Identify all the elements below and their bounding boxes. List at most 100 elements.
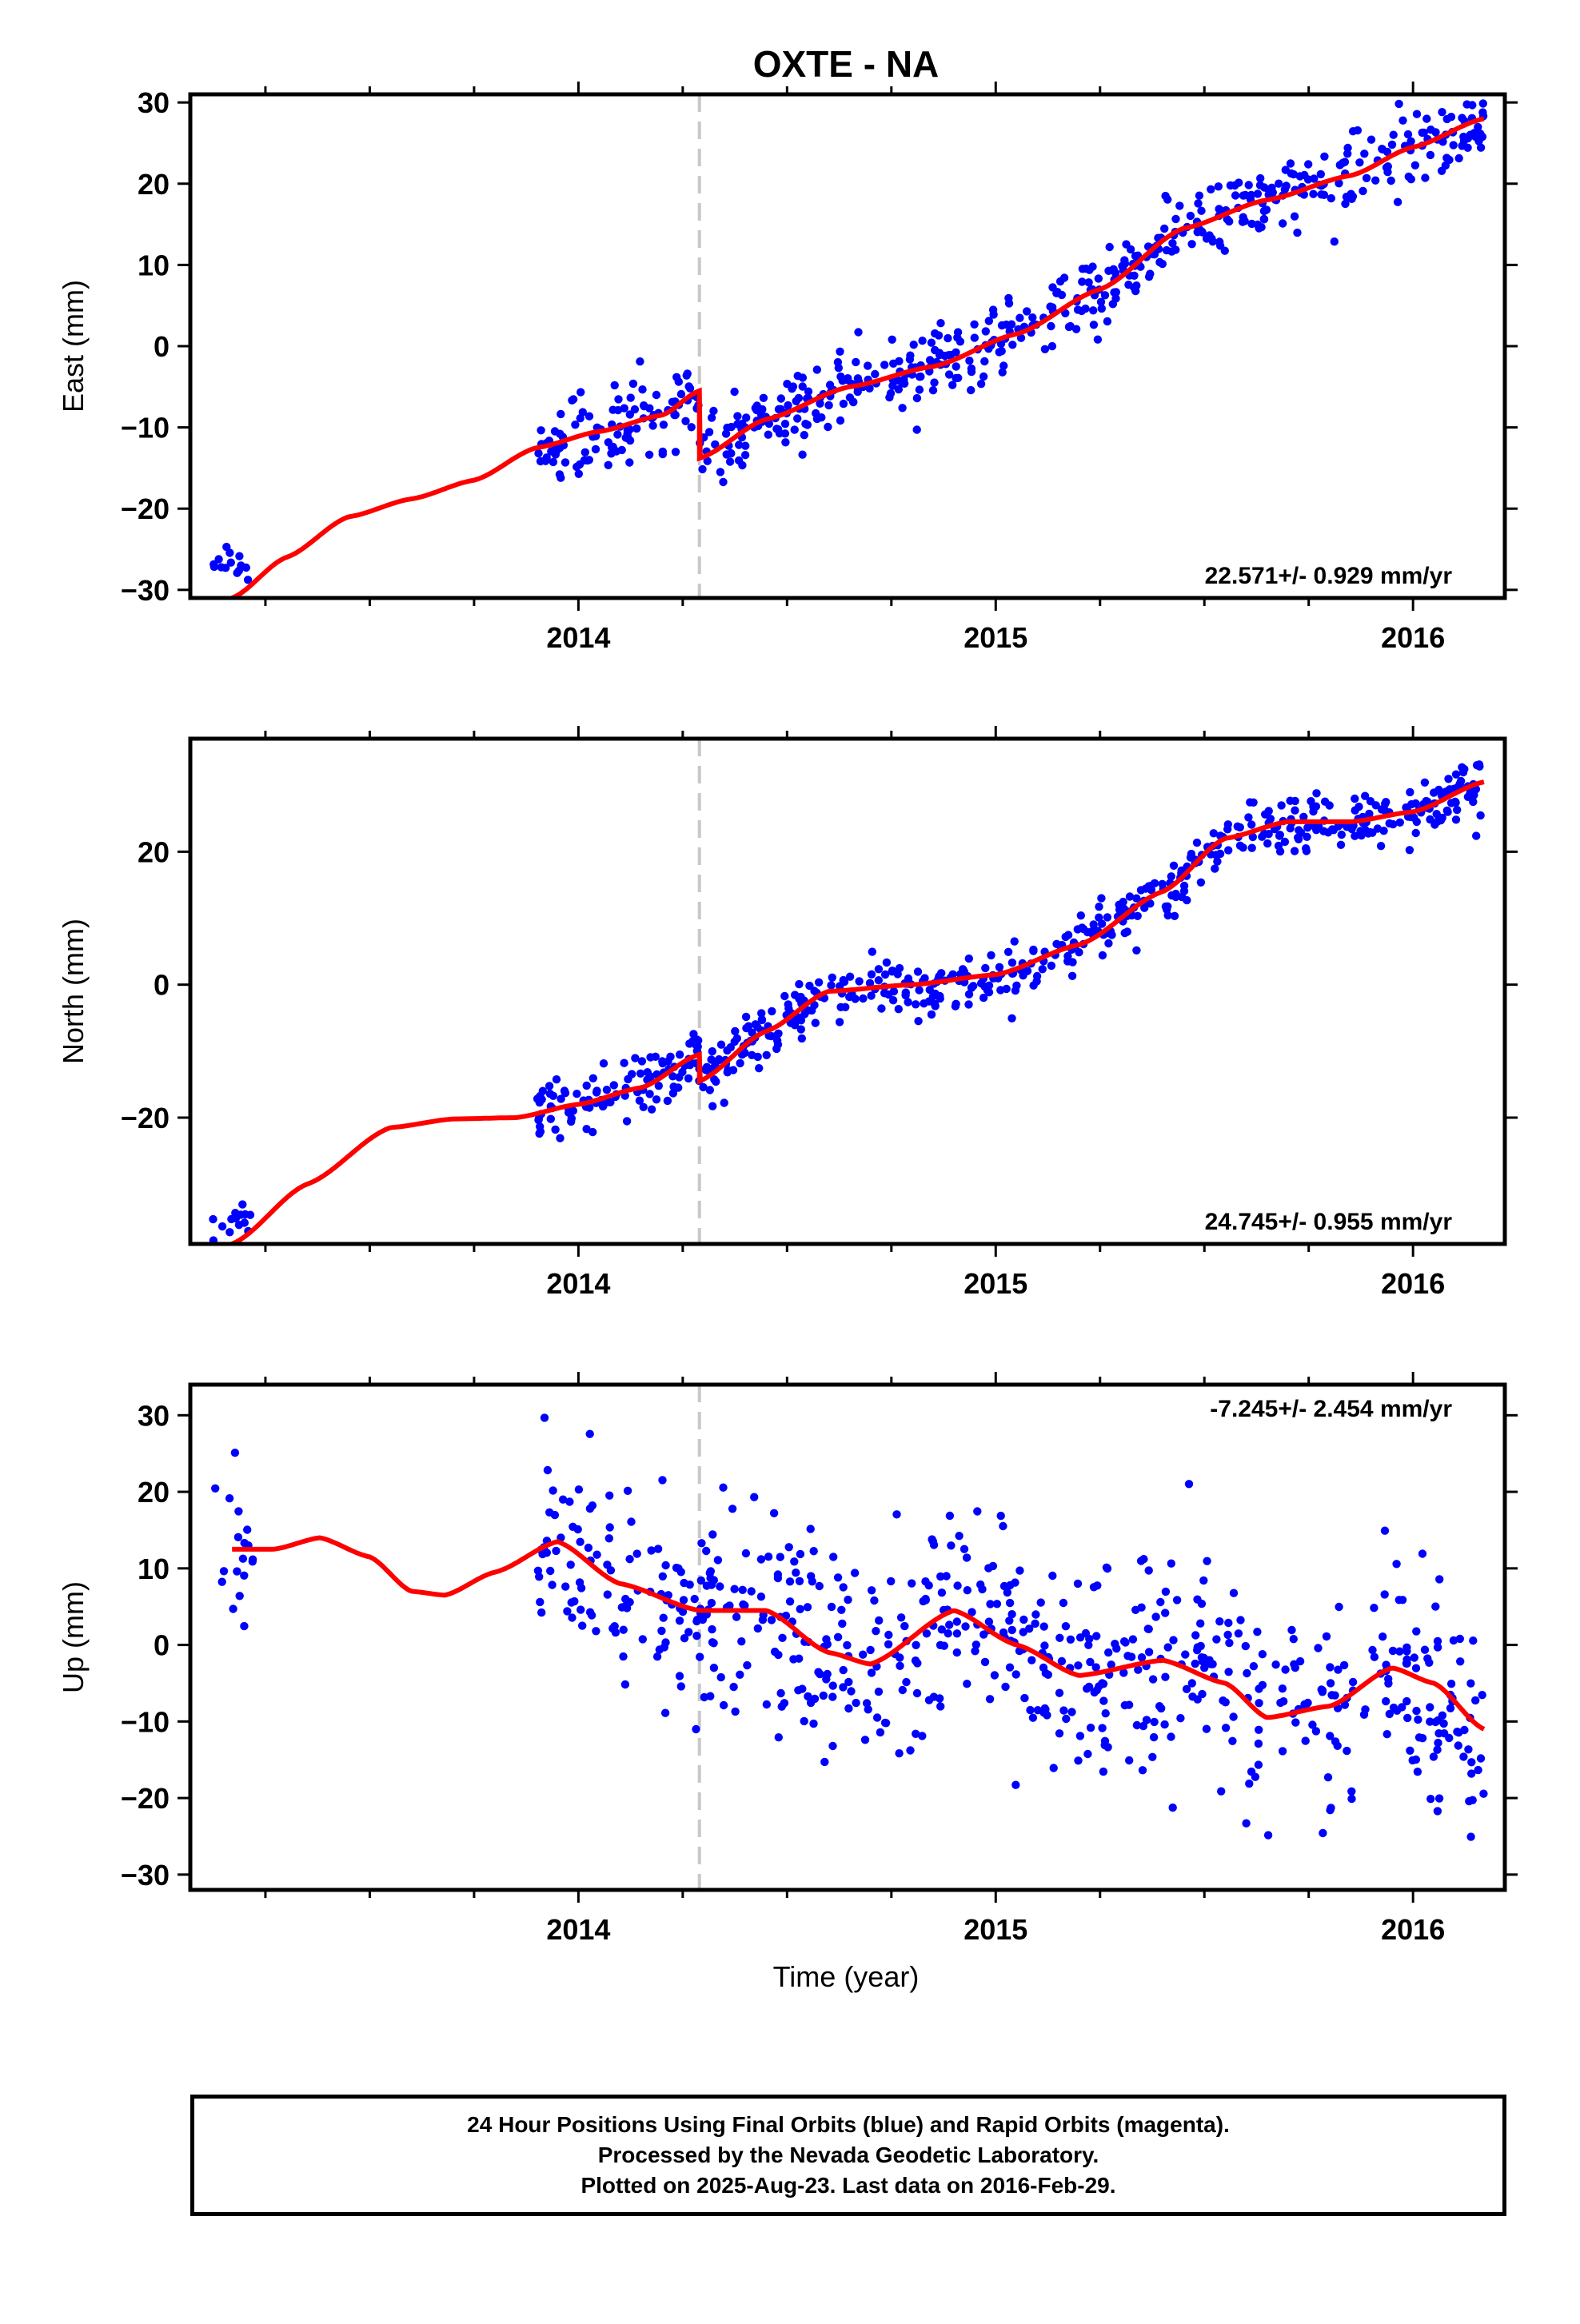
data-point <box>1323 1773 1333 1782</box>
data-point <box>707 413 716 422</box>
data-point <box>1243 1668 1251 1678</box>
data-point <box>1007 1625 1016 1635</box>
data-point <box>1347 1794 1356 1804</box>
data-point <box>762 1700 771 1709</box>
data-point <box>1359 1710 1369 1719</box>
data-point <box>225 1228 234 1237</box>
data-point <box>1382 798 1390 807</box>
data-point <box>1263 839 1272 848</box>
data-point <box>984 988 994 997</box>
data-point <box>971 1647 980 1656</box>
data-point <box>828 973 837 983</box>
data-point <box>1303 1699 1311 1708</box>
data-point <box>1462 100 1471 109</box>
data-point <box>1029 945 1038 955</box>
data-point <box>1047 321 1055 331</box>
data-point <box>867 1586 876 1595</box>
x-tick-label: 2016 <box>1381 621 1445 654</box>
data-point <box>1379 1632 1387 1641</box>
data-point <box>1095 903 1103 911</box>
y-tick-label: −20 <box>121 492 170 525</box>
data-point <box>894 385 904 394</box>
data-point <box>828 1692 837 1701</box>
data-point <box>1196 878 1206 887</box>
data-point <box>1293 228 1302 237</box>
data-point <box>1186 853 1195 862</box>
data-points <box>209 99 1488 584</box>
north-panel: 2014 2015 2016 −20 0 20 North (mm) 24.745+/- 0.… <box>57 726 1518 1300</box>
data-point <box>672 373 681 381</box>
data-point <box>1089 306 1098 315</box>
data-point <box>684 1074 693 1083</box>
data-point <box>619 1625 628 1634</box>
data-point <box>1410 1653 1419 1662</box>
data-point <box>1031 1619 1039 1628</box>
data-point <box>1256 173 1265 183</box>
data-point <box>620 1058 628 1067</box>
data-point <box>1299 812 1308 821</box>
data-point <box>1471 1696 1480 1705</box>
data-point <box>841 1003 850 1012</box>
data-point <box>773 1573 783 1583</box>
data-point <box>912 393 922 403</box>
data-point <box>584 1543 593 1553</box>
fit-curve <box>230 779 1485 1244</box>
data-point <box>1158 259 1167 269</box>
data-point <box>660 1708 670 1717</box>
data-point <box>894 1005 904 1014</box>
data-point <box>807 1572 816 1581</box>
data-point <box>1438 138 1447 146</box>
data-point <box>1040 1641 1049 1650</box>
data-point <box>1055 1729 1064 1738</box>
y-tick-label: 30 <box>138 1399 170 1432</box>
data-point <box>240 1571 249 1581</box>
data-point <box>1097 919 1107 928</box>
data-point <box>1478 99 1488 108</box>
data-point <box>748 1050 756 1060</box>
y-tick-label: −20 <box>121 1102 170 1134</box>
data-point <box>740 1601 749 1610</box>
data-point <box>1275 179 1283 188</box>
data-point <box>800 431 808 440</box>
data-point <box>605 1491 614 1500</box>
data-point <box>1433 1807 1442 1816</box>
data-point <box>962 1553 972 1562</box>
data-point <box>876 1728 885 1737</box>
data-point <box>1031 1610 1040 1619</box>
data-point <box>692 1616 701 1626</box>
data-point <box>1449 1636 1458 1645</box>
data-point <box>927 338 936 347</box>
data-point <box>716 1672 725 1682</box>
data-point <box>235 552 244 560</box>
data-point <box>563 1607 572 1616</box>
data-point <box>937 1589 947 1597</box>
data-point <box>1097 894 1106 903</box>
data-point <box>1015 1566 1024 1575</box>
data-point <box>814 1668 823 1676</box>
data-point <box>809 1547 818 1556</box>
data-point <box>685 1061 695 1070</box>
data-point <box>620 1680 630 1689</box>
data-point <box>1454 153 1463 163</box>
data-point <box>708 1530 717 1539</box>
data-point <box>1039 1622 1048 1631</box>
data-point <box>898 404 907 413</box>
data-point <box>850 1569 860 1577</box>
data-point <box>1300 170 1309 180</box>
data-point <box>209 1214 217 1224</box>
data-point <box>796 1604 804 1614</box>
data-point <box>576 1537 585 1546</box>
data-point <box>708 1102 717 1110</box>
data-point <box>999 1628 1008 1637</box>
data-point <box>767 1616 776 1624</box>
data-point <box>1100 291 1110 300</box>
data-point <box>1258 1650 1267 1659</box>
data-point <box>780 420 790 429</box>
data-point <box>909 341 918 349</box>
data-point <box>214 555 223 564</box>
data-point <box>1123 927 1132 936</box>
data-point <box>732 1612 741 1621</box>
data-point <box>872 1627 880 1636</box>
data-point <box>1131 252 1140 261</box>
